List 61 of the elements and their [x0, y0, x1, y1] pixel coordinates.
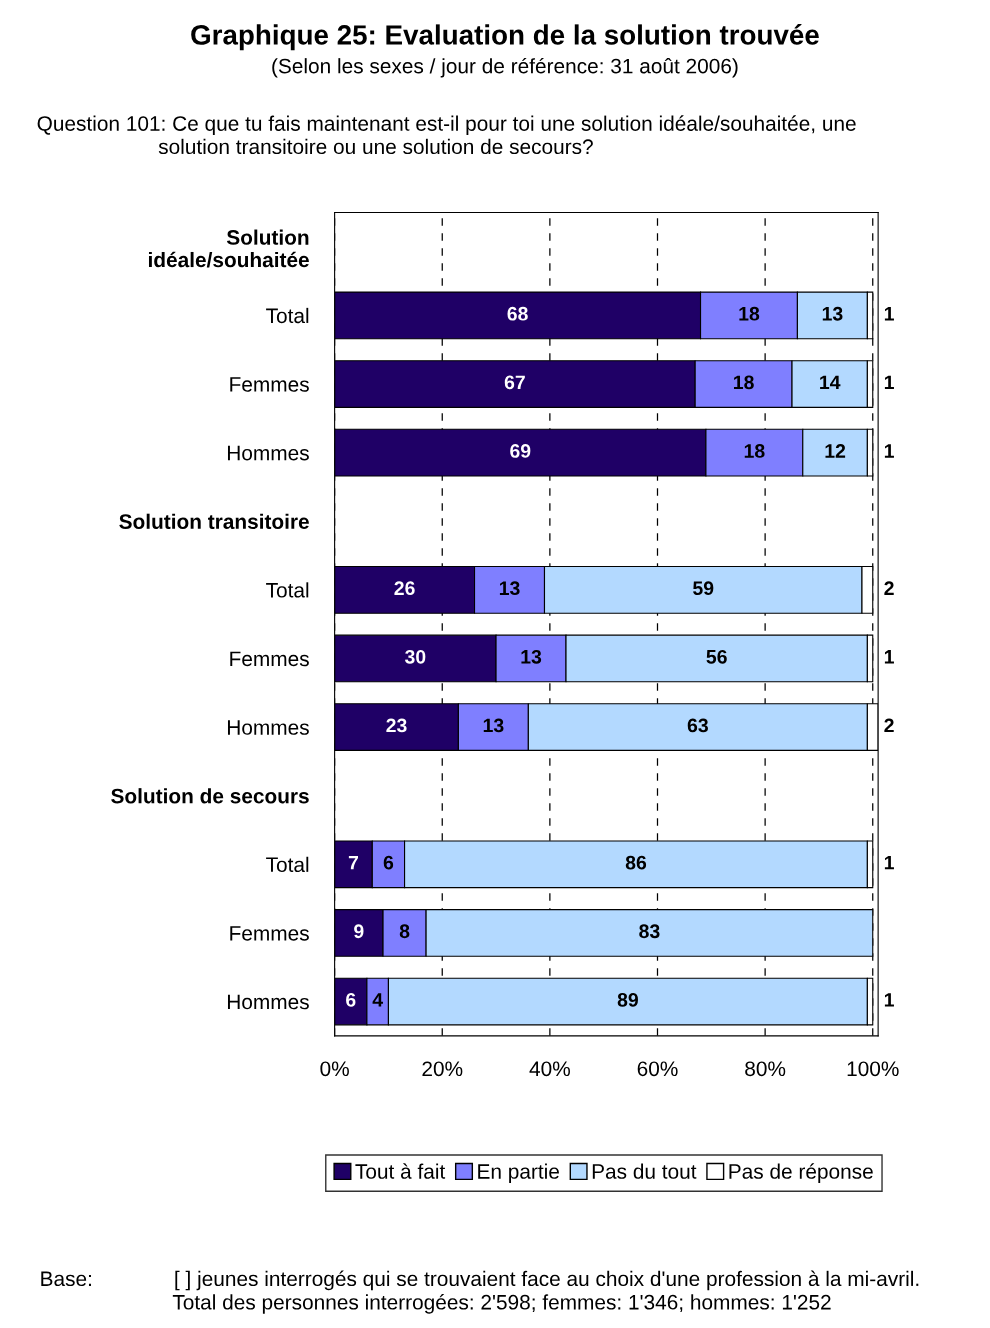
- data-label: 12: [825, 444, 846, 458]
- data-label: 6: [346, 992, 356, 1007]
- data-label: 86: [625, 855, 647, 870]
- data-label: 89: [617, 992, 638, 1007]
- y-tick-label: Total: [266, 307, 309, 324]
- x-tick-label: 20%: [422, 1061, 463, 1077]
- y-tick-label: Femmes: [230, 651, 309, 667]
- legend-label: Pas de réponse: [729, 1163, 873, 1183]
- text: Base: [ ] jeunes interrogés qui se trouvaient face au choix d'une profession à la mi-avril. Total des personnes interrogées: 2'598; femmes: 1'346; hommes: 1'252: [41, 1270, 919, 1314]
- data-label: 18: [744, 444, 765, 458]
- y-tick-label: Total: [266, 856, 309, 873]
- data-label: 1: [884, 650, 894, 664]
- y-tick-label: Hommes: [227, 445, 309, 461]
- data-label: 59: [693, 581, 714, 596]
- data-label: 67: [504, 375, 525, 390]
- legend-label: Tout à fait: [355, 1163, 446, 1179]
- data-label: 23: [386, 718, 407, 733]
- data-label: 1: [884, 307, 894, 321]
- y-tick-label: Solution de secours: [111, 788, 309, 804]
- data-label: 8: [399, 924, 410, 939]
- data-label: 26: [394, 581, 415, 596]
- y-tick-label: Femmes: [230, 926, 309, 941]
- data-label: 56: [706, 649, 727, 664]
- y-tick-label: Hommes: [227, 994, 309, 1010]
- y-tick-label: Femmes: [230, 377, 309, 392]
- chart-subtitle: (Selon les sexes / jour de référence: 31 août 2006): [272, 57, 738, 78]
- data-label: 2: [884, 718, 894, 733]
- data-label: 9: [354, 924, 364, 939]
- chart-title: Graphique 25: Evaluation de la solution trouvée: [191, 24, 819, 51]
- data-label: 13: [521, 649, 542, 664]
- data-label: 13: [822, 306, 843, 321]
- data-label: 7: [348, 855, 359, 870]
- y-tick-label: Solution idéale/souhaitée: [148, 229, 309, 268]
- data-label: 13: [499, 581, 520, 596]
- data-label: 1: [884, 375, 894, 390]
- data-label: 1: [884, 444, 894, 458]
- data-label: 13: [483, 718, 504, 733]
- data-label: 63: [687, 718, 708, 733]
- data-label: 18: [734, 375, 754, 390]
- x-tick-label: 80%: [745, 1061, 786, 1077]
- data-label: 2: [884, 581, 894, 595]
- x-tick-label: 60%: [637, 1061, 678, 1077]
- data-label: 4: [372, 993, 383, 1007]
- x-tick-label: 100%: [847, 1061, 899, 1077]
- data-label: 68: [507, 306, 528, 321]
- data-label: 1: [884, 855, 894, 870]
- text: Question 101: Ce que tu fais maintenant est-il pour toi une solution idéale/souhaitée, une solution transitoire ou une solution de secours?: [37, 115, 856, 155]
- data-label: 30: [404, 649, 426, 664]
- data-label: 69: [510, 444, 531, 458]
- x-tick-label: 40%: [529, 1061, 570, 1077]
- data-label: 18: [739, 306, 760, 321]
- y-tick-label: Solution transitoire: [119, 513, 309, 529]
- y-tick-label: Hommes: [227, 720, 309, 735]
- data-label: 83: [639, 924, 660, 939]
- data-label: 14: [820, 375, 841, 390]
- x-tick-label: 0%: [320, 1061, 349, 1077]
- legend-label: Pas du tout: [592, 1163, 697, 1179]
- data-label: 1: [884, 993, 894, 1007]
- data-label: 6: [383, 855, 394, 870]
- legend-label: En partie: [478, 1163, 559, 1183]
- y-tick-label: Total: [266, 582, 309, 598]
